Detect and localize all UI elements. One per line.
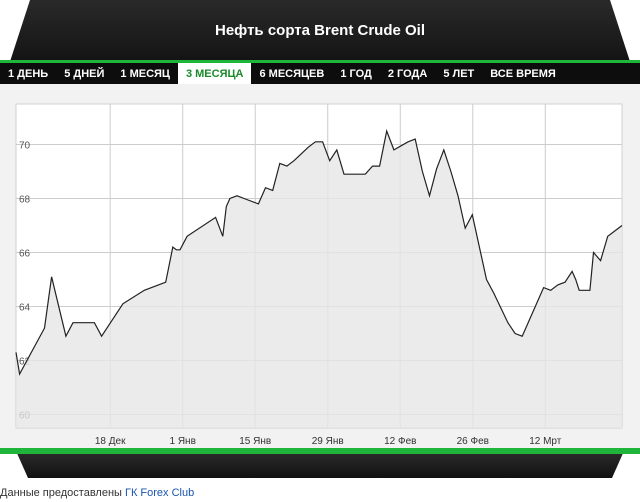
y-tick-label: 64 — [19, 303, 31, 314]
chart-header: Нефть сорта Brent Crude Oil — [0, 0, 640, 60]
accent-stripe-top — [0, 60, 640, 63]
tab-5-days[interactable]: 5 ДНЕЙ — [64, 67, 105, 80]
x-tick-label: 18 Дек — [95, 436, 126, 447]
chart-footer-bar — [0, 454, 640, 478]
period-tabs: 1 ДЕНЬ 5 ДНЕЙ 1 МЕСЯЦ 3 МЕСЯЦА 6 МЕСЯЦЕВ… — [0, 63, 640, 84]
tab-5-years[interactable]: 5 ЛЕТ — [443, 67, 475, 80]
footer-corner-left — [0, 454, 28, 478]
price-area — [16, 131, 622, 428]
y-tick-label: 66 — [19, 249, 31, 260]
accent-stripe-bottom — [0, 448, 640, 454]
y-tick-label: 62 — [19, 357, 31, 368]
x-tick-label: 26 Фев — [457, 436, 489, 447]
x-tick-label: 12 Фев — [384, 436, 416, 447]
header-corner-left — [0, 0, 30, 60]
data-source-link[interactable]: ГК Forex Club — [124, 487, 195, 499]
header-corner-right — [610, 0, 640, 60]
tab-2-years[interactable]: 2 ГОДА — [387, 67, 428, 80]
x-tick-label: 29 Янв — [312, 436, 344, 447]
tab-1-year[interactable]: 1 ГОД — [340, 67, 372, 80]
tab-6-months[interactable]: 6 МЕСЯЦЕВ — [259, 67, 325, 80]
data-source-credit: Данные предоставлены ГК Forex Club — [0, 487, 194, 499]
data-source-text: Данные предоставлены — [0, 487, 125, 499]
x-tick-label: 12 Мрт — [529, 436, 562, 447]
tab-all-time[interactable]: ВСЕ ВРЕМЯ — [490, 67, 556, 80]
tab-1-month[interactable]: 1 МЕСЯЦ — [120, 67, 170, 80]
footer-corner-right — [612, 454, 640, 478]
y-tick-label: 70 — [19, 141, 31, 152]
chart-title: Нефть сорта Brent Crude Oil — [214, 21, 425, 39]
y-tick-label: 68 — [19, 195, 31, 206]
tab-3-months[interactable]: 3 МЕСЯЦА — [177, 63, 252, 84]
tab-1-day[interactable]: 1 ДЕНЬ — [8, 67, 49, 80]
price-line — [15, 128, 623, 376]
x-tick-label: 15 Янв — [239, 436, 271, 447]
x-tick-label: 1 Янв — [170, 436, 196, 447]
